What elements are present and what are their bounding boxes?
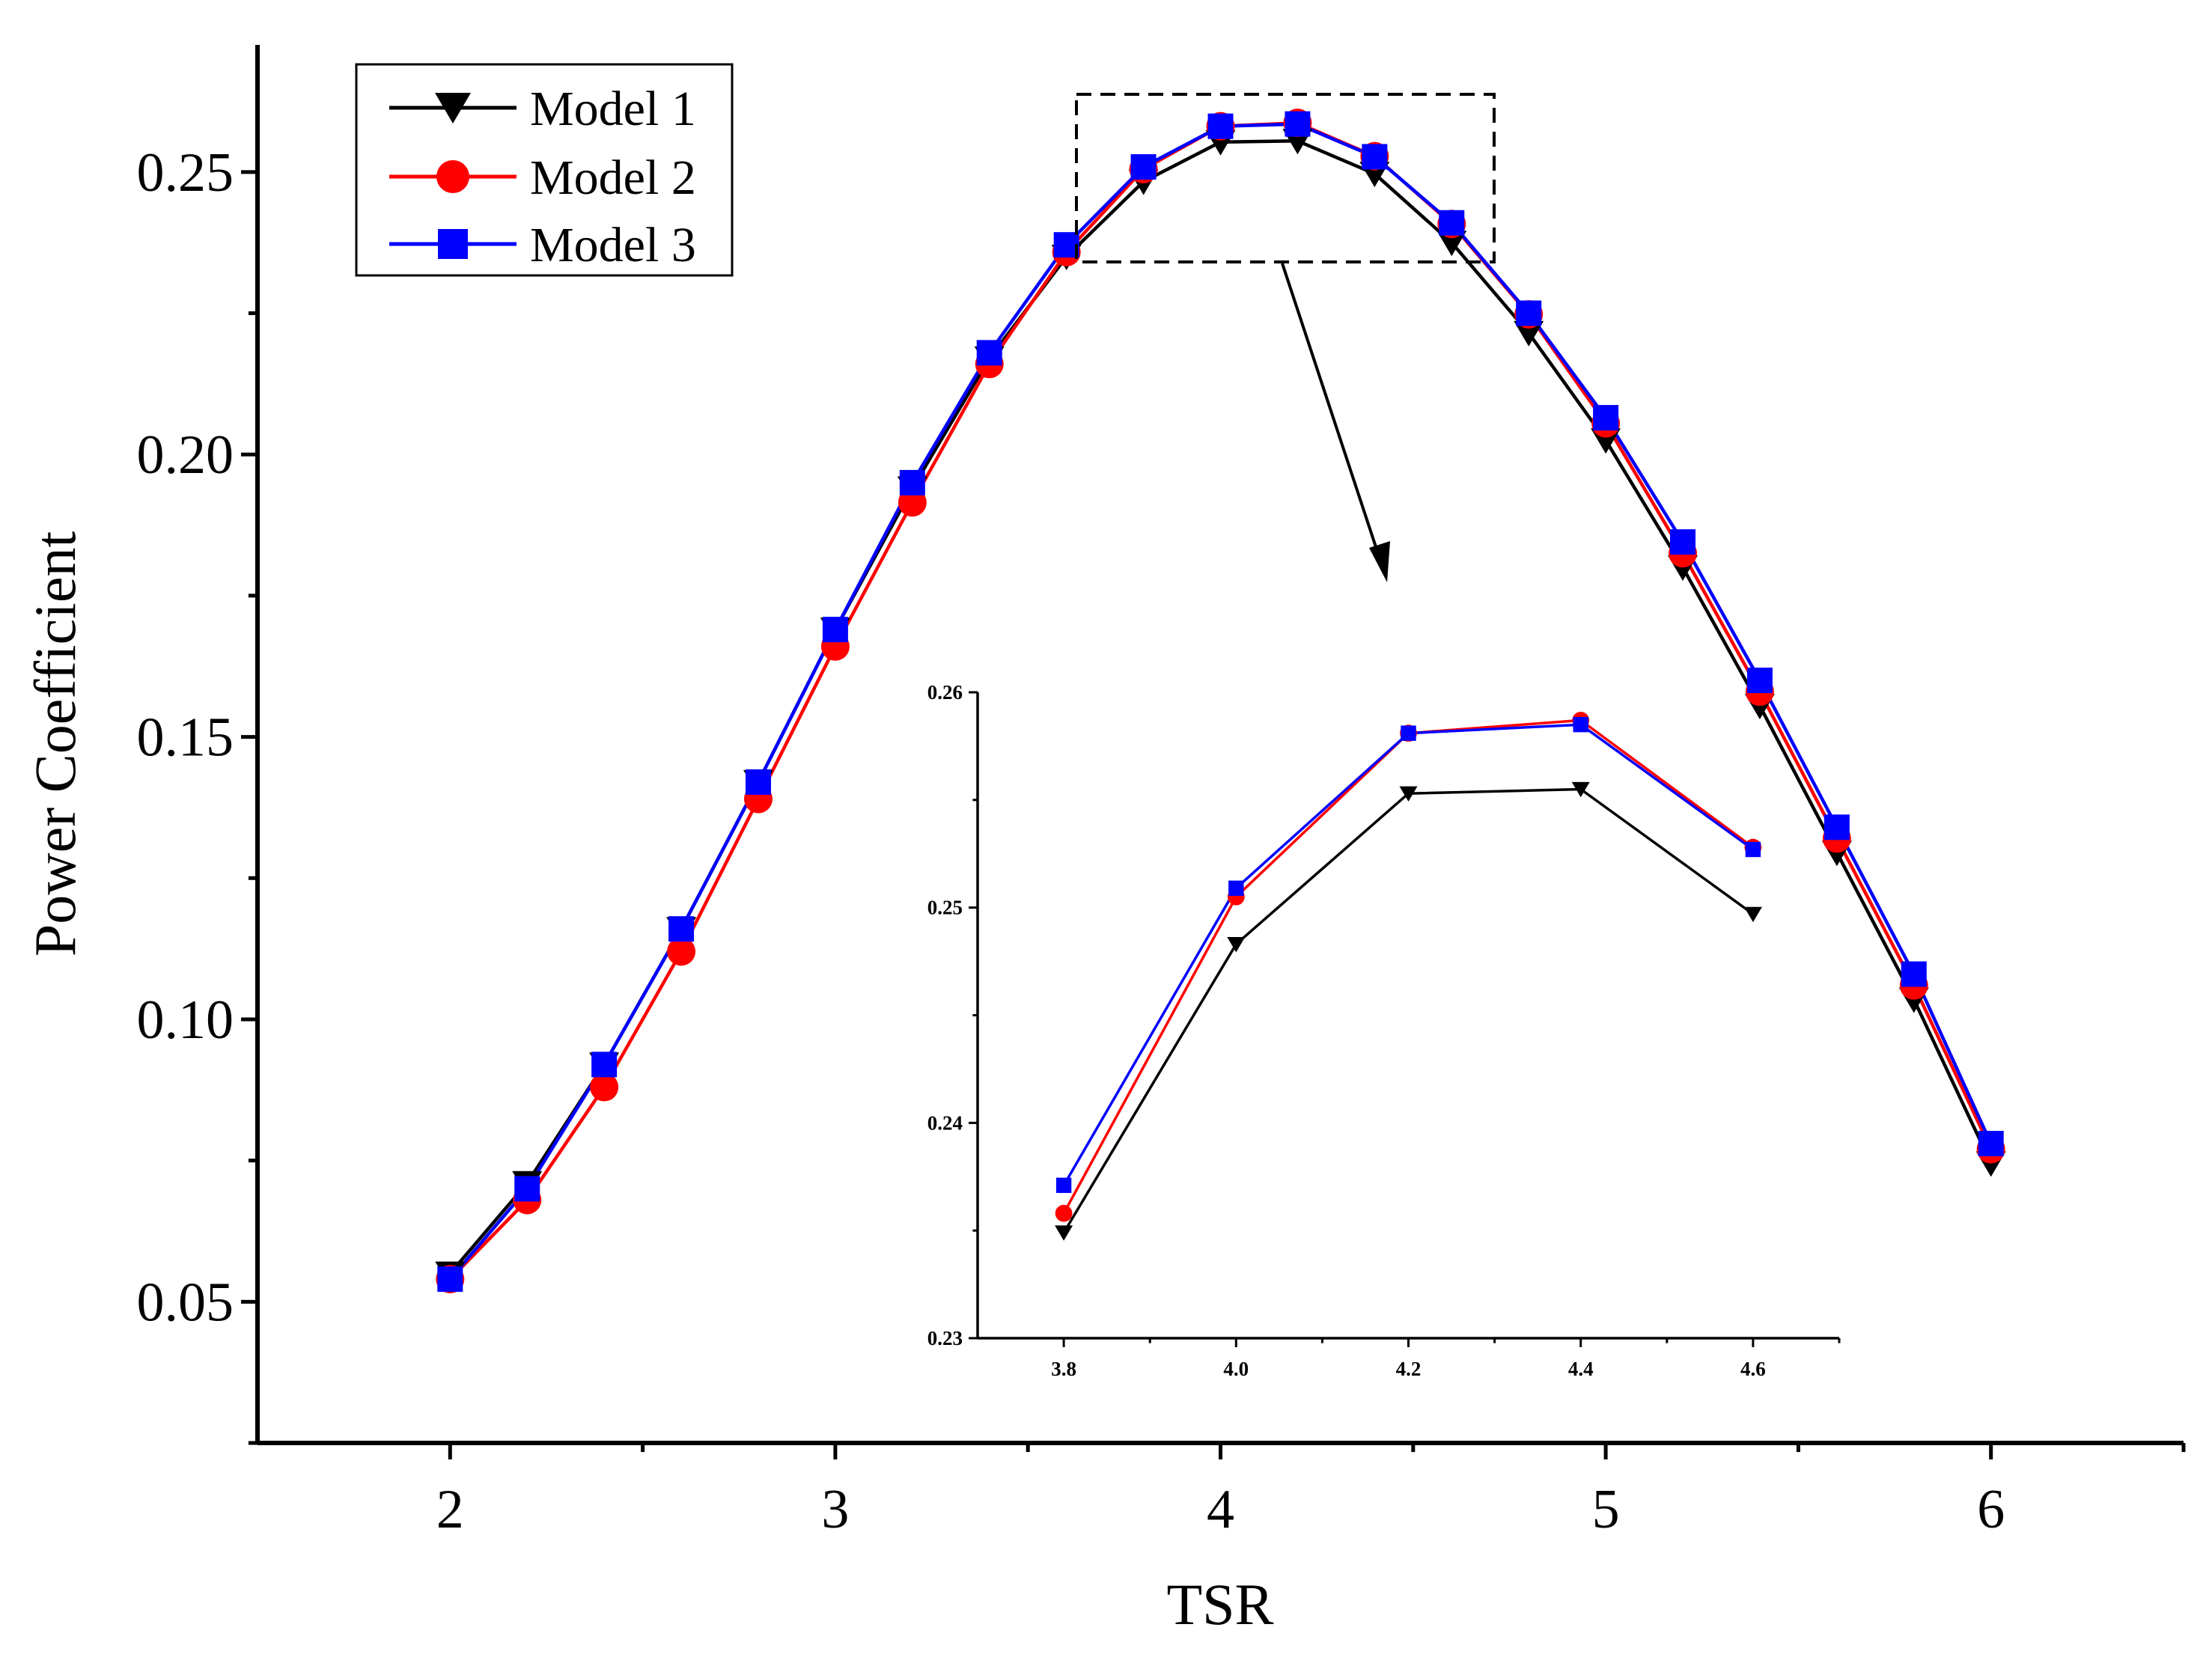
legend-marker-triangle-icon (435, 93, 471, 123)
main-x-ticks: 2 3 4 5 6 (436, 1443, 2186, 1540)
x-tick-label: 3 (821, 1479, 849, 1540)
y-tick-label: 0.05 (137, 1272, 234, 1333)
x-tick-label: 4.2 (1396, 1358, 1422, 1380)
x-axis-title: TSR (1166, 1572, 1273, 1637)
x-tick-label: 6 (1977, 1479, 2005, 1540)
data-point-model-3-8 (1053, 232, 1079, 258)
x-tick-label: 4.6 (1740, 1358, 1766, 1380)
x-tick-label: 5 (1592, 1479, 1620, 1540)
data-point-model-3-1 (1228, 880, 1244, 896)
inset-y-ticks: 0.23 0.24 0.25 0.26 (927, 681, 978, 1349)
data-point-model-3-1 (514, 1176, 540, 1202)
main-y-ticks: 0.05 0.10 0.15 0.20 0.25 (137, 142, 258, 1445)
data-point-model-3-3 (668, 916, 695, 942)
data-point-model-1-1 (1227, 937, 1246, 953)
x-tick-label: 4 (1207, 1479, 1234, 1540)
data-point-model-1-13 (1436, 231, 1467, 257)
data-point-model-3-9 (1130, 154, 1157, 180)
data-point-model-3-20 (1978, 1130, 2004, 1156)
y-tick-label: 0.24 (927, 1111, 963, 1134)
x-tick-label: 4.4 (1568, 1358, 1594, 1380)
legend-marker-square-icon (438, 229, 468, 259)
legend-label-model-1: Model 1 (530, 82, 696, 136)
y-tick-label: 0.23 (927, 1327, 963, 1349)
data-point-model-3-11 (1285, 111, 1311, 137)
data-point-model-3-15 (1593, 405, 1619, 431)
data-point-model-1-2 (1399, 786, 1418, 802)
data-point-model-1-14 (1514, 320, 1544, 347)
data-point-model-2-3 (667, 937, 696, 966)
data-point-model-3-5 (822, 617, 848, 643)
data-point-model-2-0 (1055, 1204, 1073, 1222)
data-point-model-3-4 (745, 769, 771, 795)
zoom-region-box (1075, 93, 1496, 263)
legend-item-model-2: Model 2 (389, 150, 696, 205)
y-tick-label: 0.25 (927, 897, 963, 919)
data-point-model-3-14 (1516, 300, 1542, 326)
data-point-model-3-12 (1362, 144, 1388, 170)
legend-item-model-3: Model 3 (389, 218, 696, 272)
legend-label-model-2: Model 2 (530, 150, 696, 205)
main-plot: 2 3 4 5 6 0.05 0.10 0.15 0.20 0.25 TSR Power Coe… (22, 45, 2186, 1637)
inset-plot: 3.8 4.0 4.2 4.4 4.6 0.23 0.24 0.25 0.26 (927, 681, 1841, 1380)
data-point-model-3-0 (1055, 1177, 1072, 1193)
legend-item-model-1: Model 1 (389, 82, 696, 136)
zoom-arrow-head (1369, 541, 1390, 582)
data-point-model-3-19 (1901, 961, 1927, 987)
data-point-model-3-7 (976, 340, 1002, 366)
y-axis-title: Power Coefficient (22, 531, 88, 957)
y-tick-label: 0.10 (137, 989, 234, 1051)
y-tick-label: 0.20 (137, 424, 234, 486)
data-point-model-3-6 (899, 469, 925, 495)
data-point-model-3-10 (1207, 113, 1234, 139)
legend: Model 1 Model 2 Model 3 (355, 63, 734, 277)
data-point-model-1-4 (1743, 906, 1762, 923)
legend-box (355, 63, 734, 277)
legend-label-model-3: Model 3 (530, 218, 696, 272)
data-point-model-3-16 (1670, 529, 1696, 555)
data-point-model-1-0 (1055, 1225, 1073, 1241)
inset-markers-layer (1055, 711, 1762, 1241)
x-tick-label: 2 (436, 1479, 464, 1540)
x-tick-label: 4.0 (1223, 1358, 1249, 1380)
data-point-model-3-13 (1439, 210, 1465, 236)
data-point-model-3-0 (437, 1266, 463, 1293)
y-tick-label: 0.15 (137, 707, 234, 769)
data-point-model-3-18 (1823, 814, 1850, 840)
data-point-model-3-2 (591, 1052, 618, 1078)
x-tick-label: 3.8 (1051, 1358, 1076, 1380)
data-point-model-3-3 (1573, 716, 1588, 733)
data-point-model-3-17 (1746, 668, 1773, 694)
y-tick-label: 0.25 (137, 142, 234, 204)
data-point-model-1-3 (1571, 781, 1590, 798)
data-point-model-2-2 (590, 1072, 619, 1102)
data-point-model-3-2 (1401, 725, 1416, 741)
legend-marker-circle-icon (436, 160, 469, 193)
main-markers-layer (435, 109, 2006, 1294)
inset-x-ticks: 3.8 4.0 4.2 4.4 4.6 (1051, 1338, 1841, 1380)
y-tick-label: 0.26 (927, 681, 963, 704)
data-point-model-3-4 (1745, 841, 1761, 858)
zoom-arrow-line (1281, 263, 1383, 564)
